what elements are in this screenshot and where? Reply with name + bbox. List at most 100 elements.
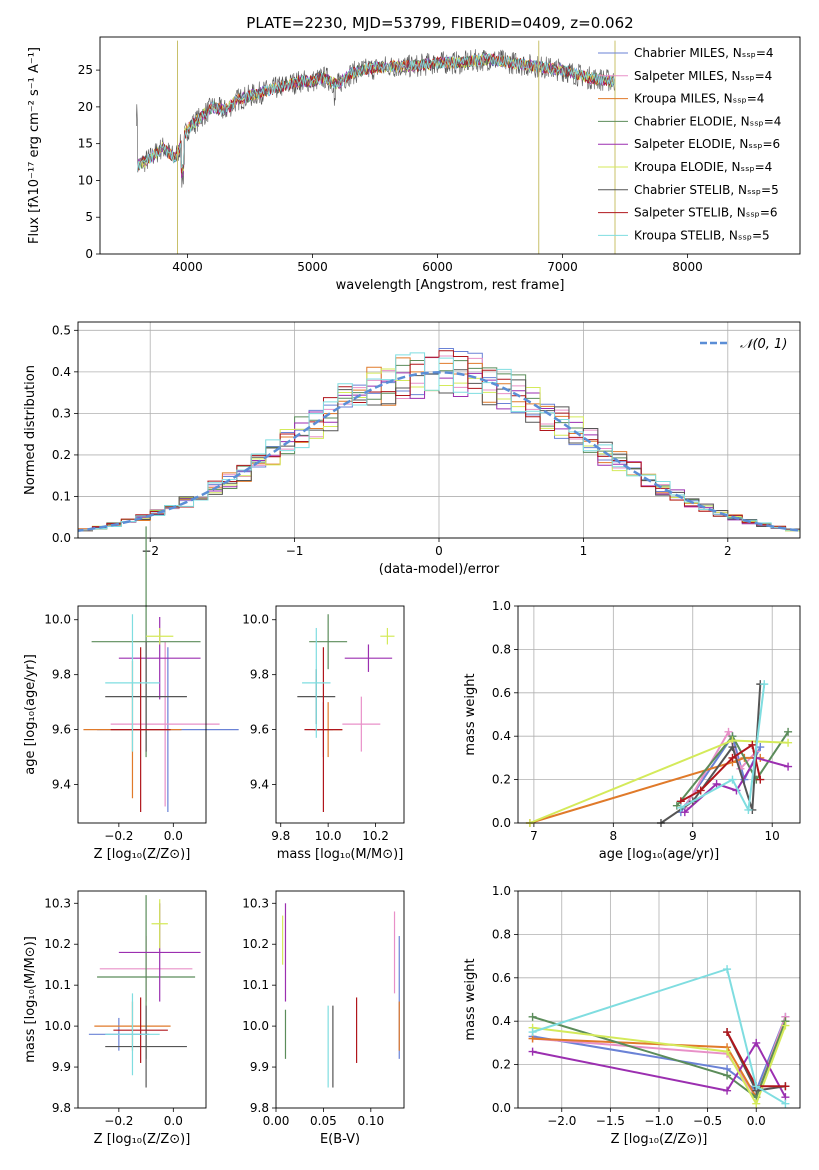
y-tick-label: 0.1 [52,489,71,503]
axes-frame [275,605,405,824]
age-vs-metallicity-panel: −0.2 0.0 9.4 9.6 9.8 10.0 Z [log₁₀(Z/Z⊙)] age [… [23,526,239,862]
legend-label: Kroupa MILES, Nₛₛₚ=4 [634,92,764,106]
x-tick-label: 0.00 [263,1114,290,1128]
x-tick-label: 5000 [297,260,328,274]
y-tick-label: 9.8 [250,668,269,682]
residual-histogram-panel: −2 −1 0 1 2 0.0 0.1 0.2 0.3 0.4 0.5 (data-model)/er… [23,321,801,577]
axes-frame [77,321,801,539]
axes-frame [77,605,207,824]
x-tick-label: 10 [765,829,780,843]
weight-series-line [529,756,761,824]
weight-point-marker [724,727,733,736]
y-tick-label: 9.6 [52,723,71,737]
y-tick-label: 0 [85,247,93,261]
weight-series-line [532,1015,787,1099]
legend-label: Kroupa STELIB, Nₛₛₚ=5 [634,228,770,242]
x-axis-label: E(B-V) [320,1132,360,1147]
weight-point-marker [528,1012,537,1021]
y-tick-label: 0.4 [492,729,511,743]
x-tick-label: 8 [610,829,618,843]
axes-frame [99,36,801,255]
weight-point-marker [712,779,721,788]
y-tick-label: 0.4 [52,365,71,379]
y-tick-label: 0.0 [52,531,71,545]
x-tick-label: −2.0 [547,1114,576,1128]
y-tick-label: 20 [78,100,93,114]
weight-point-marker [752,1099,761,1108]
weight-point-marker [784,762,793,771]
axes-frame [517,890,801,1109]
y-tick-label: 10.3 [44,896,71,910]
y-tick-label: 10.0 [242,613,269,627]
x-tick-label: 0 [435,544,443,558]
weight-point-marker [728,743,737,752]
weight-point-marker [696,786,705,795]
axes-frame [275,890,405,1109]
weight-point-marker [756,775,765,784]
weight-point-marker [728,775,737,784]
y-tick-label: 10.0 [242,1019,269,1033]
x-tick-label: −0.5 [693,1114,722,1128]
x-tick-label: 9 [689,829,697,843]
x-tick-label: 10.2 [362,829,389,843]
legend-label: Salpeter ELODIE, Nₛₛₚ=6 [634,137,780,151]
y-tick-label: 1.0 [492,599,511,613]
y-axis-label: mass weight [463,673,478,755]
y-tick-label: 5 [85,210,93,224]
weight-series-line [532,1025,787,1107]
x-axis-label: Z [log₁₀(Z/Z⊙)] [611,1132,708,1147]
y-axis-label: mass [log₁₀(M/M⊙)] [23,936,38,1063]
x-tick-label: −0.2 [104,829,133,843]
weight-point-marker [723,965,732,974]
axes-frame [77,890,207,1109]
y-tick-label: 0.8 [492,642,511,656]
weight-point-marker [748,740,757,749]
y-tick-label: 9.9 [52,1060,71,1074]
weight-point-marker [680,808,689,817]
y-tick-label: 0.0 [492,816,511,830]
weight-point-marker [744,805,753,814]
y-tick-label: 10.0 [44,613,71,627]
y-tick-label: 0.4 [492,1014,511,1028]
x-axis-label: Z [log₁₀(Z/Z⊙)] [94,847,191,862]
x-tick-label: 0.10 [357,1114,384,1128]
mass-vs-metallicity-panel: −0.2 0.0 9.8 9.9 10.0 10.1 10.2 10.3 Z [log₁₀(Z/… [23,890,207,1147]
y-tick-label: 0.6 [492,971,511,985]
weight-series-line [532,1040,787,1098]
y-tick-label: 0.6 [492,686,511,700]
weight-point-marker [781,1099,790,1108]
legend-label: Chabrier ELODIE, Nₛₛₚ=4 [634,114,781,128]
normal-curve [78,371,800,532]
legend-label: Salpeter MILES, Nₛₛₚ=4 [634,69,772,83]
y-tick-label: 9.4 [250,778,269,792]
y-axis-label: age [log₁₀(age/yr)] [23,654,38,775]
x-tick-label: 0.05 [310,1114,337,1128]
x-tick-label: 9.8 [271,829,290,843]
figure-title: PLATE=2230, MJD=53799, FIBERID=0409, z=0… [246,14,633,32]
x-tick-label: 0.0 [747,1114,766,1128]
weight-point-marker [781,1021,790,1030]
x-tick-label: −0.2 [104,1114,133,1128]
x-tick-label: 8000 [672,260,703,274]
y-tick-label: 0.2 [52,448,71,462]
histogram-bars [78,348,800,534]
weight-point-marker [752,1082,761,1091]
age-vs-mass-panel: 9.8 10.0 10.2 9.4 9.6 9.8 10.0 mass [log₁₀(M/M⊙… [242,605,405,862]
x-axis-label: Z [log₁₀(Z/Z⊙)] [94,1132,191,1147]
y-tick-label: 9.8 [250,1101,269,1115]
weight-point-marker [728,753,737,762]
y-tick-label: 0.5 [52,323,71,337]
weight-vs-age-panel: 7 8 9 10 0.0 0.2 0.4 0.6 0.8 1.0 age [log₁₀(age/yr… [463,599,801,862]
y-tick-label: 10.3 [242,896,269,910]
y-axis-label: Flux [fλ10⁻¹⁷ erg cm⁻² s⁻¹ A⁻¹] [27,47,42,244]
y-tick-label: 9.6 [250,723,269,737]
y-tick-label: 25 [78,63,93,77]
x-tick-label: −2 [141,544,159,558]
y-tick-label: 15 [78,137,93,151]
mass-vs-extinction-panel: 0.00 0.05 0.10 9.8 9.9 10.0 10.1 10.2 10.3 E(B-V) [242,890,405,1147]
weight-point-marker [528,1028,537,1037]
y-tick-label: 10.0 [44,1019,71,1033]
y-tick-label: 0.2 [492,1058,511,1072]
x-axis-label: wavelength [Angstrom, rest frame] [336,278,565,293]
